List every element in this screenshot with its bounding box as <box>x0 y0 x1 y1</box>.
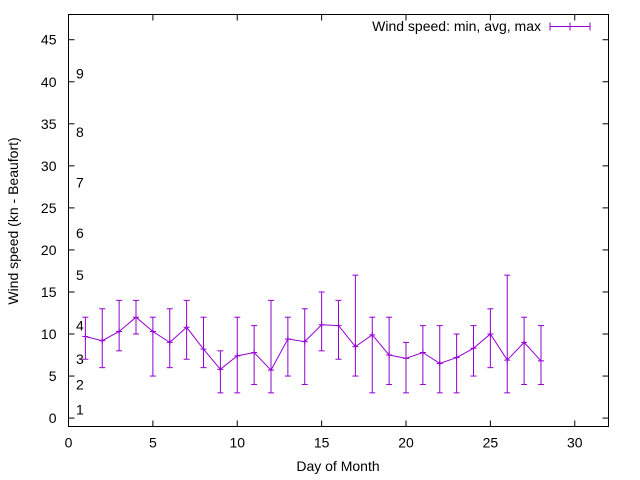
avg-point <box>166 339 173 346</box>
error-bars <box>82 274 544 394</box>
avg-point <box>487 331 494 338</box>
avg-point <box>403 355 409 362</box>
avg-point <box>318 321 325 328</box>
y-axis-label: Wind speed (kn - Beaufort) <box>5 137 21 304</box>
avg-series-line <box>85 316 542 372</box>
legend-label: Wind speed: min, avg, max <box>372 18 541 34</box>
y-tick-label: 5 <box>49 368 57 384</box>
avg-point <box>183 324 190 331</box>
avg-point <box>538 357 544 364</box>
y-tick-label: 30 <box>41 158 57 174</box>
beaufort-label: 6 <box>76 225 84 241</box>
avg-point <box>436 360 443 367</box>
avg-series-points <box>82 314 544 374</box>
plot-frame <box>68 14 609 427</box>
y-tick-label: 35 <box>41 116 57 132</box>
avg-point <box>268 367 274 374</box>
avg-point <box>419 349 426 356</box>
x-tick-label: 25 <box>483 435 499 451</box>
avg-point <box>200 346 207 353</box>
avg-point <box>301 338 308 345</box>
y-tick-label: 45 <box>41 32 57 48</box>
beaufort-label: 3 <box>76 351 84 367</box>
beaufort-label: 2 <box>76 376 84 392</box>
x-tick-label: 5 <box>149 435 157 451</box>
beaufort-label: 4 <box>76 318 84 334</box>
y-tick-label: 25 <box>41 200 57 216</box>
avg-point <box>386 352 393 359</box>
avg-point <box>149 328 156 335</box>
avg-point <box>453 354 460 361</box>
y-tick-label: 20 <box>41 242 57 258</box>
avg-point <box>251 349 258 356</box>
avg-point <box>369 331 376 338</box>
avg-point <box>217 366 224 373</box>
avg-point <box>504 357 511 364</box>
avg-point <box>116 328 123 335</box>
x-tick-label: 30 <box>567 435 583 451</box>
y-tick-label: 0 <box>49 410 57 426</box>
y-tick-label: 40 <box>41 74 57 90</box>
x-tick-label: 0 <box>65 435 73 451</box>
beaufort-label: 8 <box>76 124 84 140</box>
beaufort-label: 9 <box>76 65 84 81</box>
x-tick-label: 20 <box>398 435 414 451</box>
avg-point <box>99 337 106 344</box>
beaufort-labels: 1 2 3 4 5 6 7 8 9 <box>76 65 84 417</box>
x-axis-label: Day of Month <box>296 458 379 474</box>
y-tick-label: 10 <box>41 326 57 342</box>
x-tick-label: 10 <box>229 435 245 451</box>
avg-point <box>521 339 528 346</box>
beaufort-label: 1 <box>76 402 84 418</box>
avg-point <box>82 333 89 340</box>
avg-point <box>335 322 342 329</box>
beaufort-label: 5 <box>76 267 84 283</box>
y-tick-label: 15 <box>41 284 57 300</box>
avg-point <box>133 314 139 321</box>
x-tick-label: 15 <box>314 435 330 451</box>
beaufort-label: 7 <box>76 175 84 191</box>
avg-point <box>284 336 291 343</box>
avg-point <box>470 345 477 352</box>
avg-point <box>352 343 359 350</box>
x-axis-ticks: 0 5 10 15 20 25 30 <box>65 14 583 451</box>
avg-point <box>234 352 241 359</box>
legend: Wind speed: min, avg, max <box>372 18 591 34</box>
